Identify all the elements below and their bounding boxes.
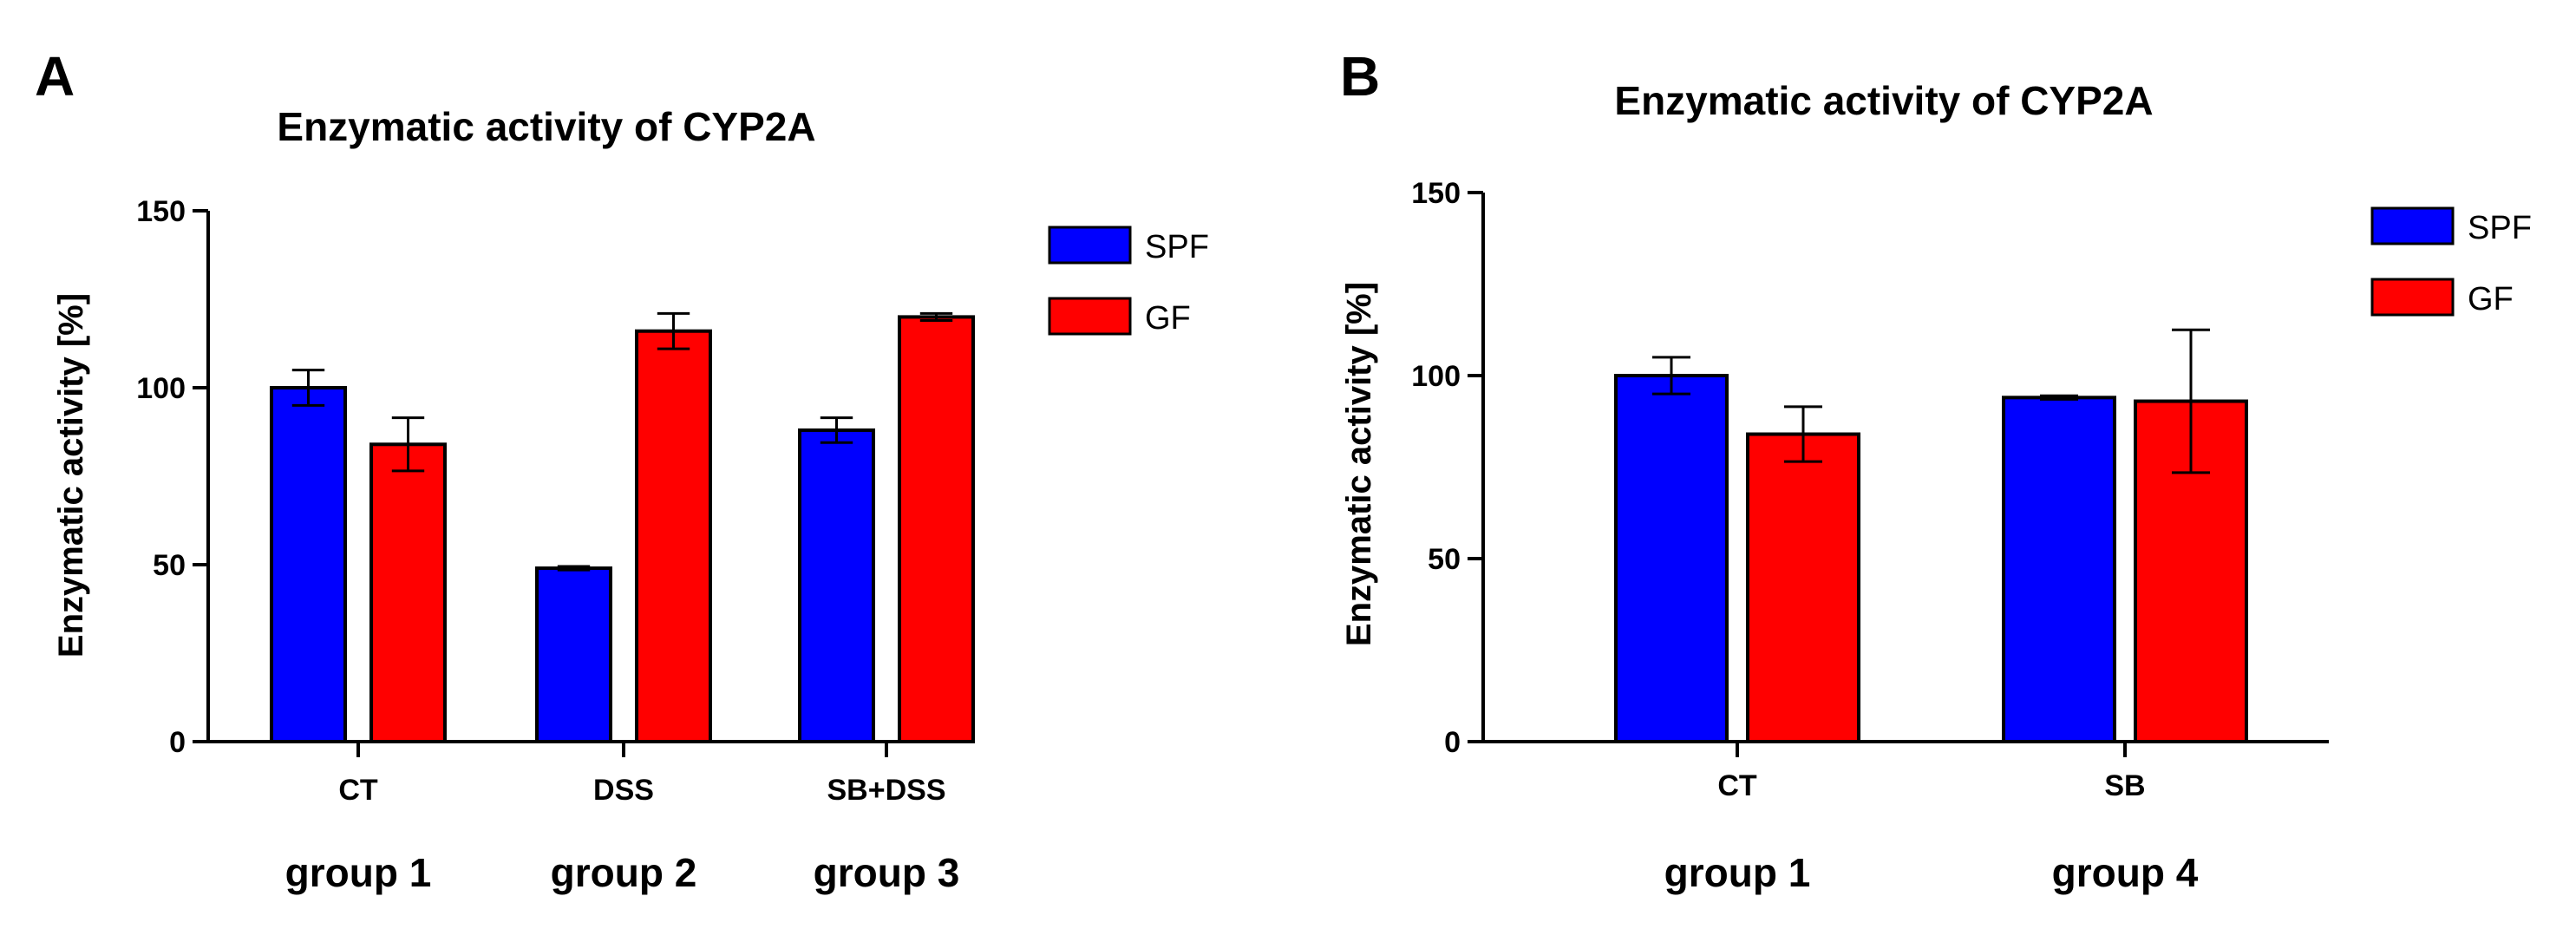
category-label-dss: DSS: [593, 774, 654, 807]
group-label-3: group 3: [814, 850, 960, 895]
error-bar-spf-ct: [291, 369, 325, 407]
legend-label-gf: GF: [2468, 281, 2514, 317]
bar-gf-dss: [635, 329, 712, 743]
bar-spf-sb-dss: [798, 428, 875, 743]
y-tick-label: 100: [136, 372, 186, 405]
panel-b-bars: [1614, 328, 2248, 743]
category-label-ct: CT: [1717, 769, 1757, 802]
legend-label-spf: SPF: [1145, 229, 1209, 265]
legend-label-spf: SPF: [2468, 210, 2532, 246]
category-label-ct: CT: [338, 774, 378, 807]
bar-spf-dss: [535, 566, 612, 744]
error-bar-spf-ct: [1652, 356, 1690, 396]
error-bar-gf-ct: [1784, 405, 1822, 463]
group-label-1: group 1: [1664, 850, 1811, 895]
error-bar-gf-ct: [391, 416, 425, 473]
category-label-sb: SB: [2104, 769, 2145, 802]
legend-swatch-gf: [2370, 278, 2455, 317]
bar-spf-sb: [2002, 396, 2116, 743]
bar-gf-ct: [1746, 432, 1860, 743]
bar-spf-ct: [270, 386, 347, 743]
legend-label-gf: GF: [1145, 300, 1191, 337]
group-label-1: group 1: [285, 850, 432, 895]
panel-a-y-ticks: 0 50 100 150: [136, 195, 888, 759]
panel-b-title: Enzymatic activity of CYP2A: [1614, 78, 2153, 123]
panel-a-y-axis-label: Enzymatic activity [%]: [52, 293, 90, 657]
panel-a: A Enzymatic activity of CYP2A Enzymatic …: [35, 45, 1209, 895]
bar-gf-ct: [369, 442, 447, 744]
error-bar-spf-sb-dss: [820, 416, 853, 444]
panel-b-y-ticks: 0 50 100 150: [1411, 177, 2127, 759]
y-tick-label: 100: [1411, 360, 1461, 393]
panel-a-letter: A: [35, 45, 75, 108]
legend-swatch-spf: [1048, 226, 1132, 265]
error-bar-spf-dss: [557, 565, 591, 572]
y-tick-label: 50: [1428, 543, 1461, 576]
y-tick-label: 50: [153, 549, 186, 582]
panel-b: B Enzymatic activity of CYP2A Enzymatic …: [1340, 45, 2532, 895]
y-tick-label: 150: [136, 195, 186, 228]
error-bar-gf-dss: [657, 311, 690, 350]
panel-a-bars: [270, 311, 975, 744]
legend-swatch-spf: [2370, 206, 2455, 245]
group-label-2: group 2: [551, 850, 697, 895]
bar-gf-sb-dss: [898, 315, 975, 743]
panel-b-letter: B: [1340, 45, 1380, 108]
bar-spf-ct: [1614, 374, 1729, 743]
y-tick-label: 0: [169, 726, 186, 759]
group-label-4: group 4: [2052, 850, 2199, 895]
error-bar-spf-sb: [2040, 394, 2078, 401]
legend-swatch-gf: [1048, 297, 1132, 336]
error-bar-gf-sb-dss: [919, 311, 953, 322]
category-label-sb-dss: SB+DSS: [827, 774, 946, 807]
panel-b-y-axis-label: Enzymatic activity [%]: [1340, 282, 1378, 646]
error-bar-gf-sb: [2172, 328, 2210, 474]
panel-a-title: Enzymatic activity of CYP2A: [277, 104, 815, 149]
y-tick-label: 0: [1444, 726, 1461, 759]
y-tick-label: 150: [1411, 177, 1461, 210]
